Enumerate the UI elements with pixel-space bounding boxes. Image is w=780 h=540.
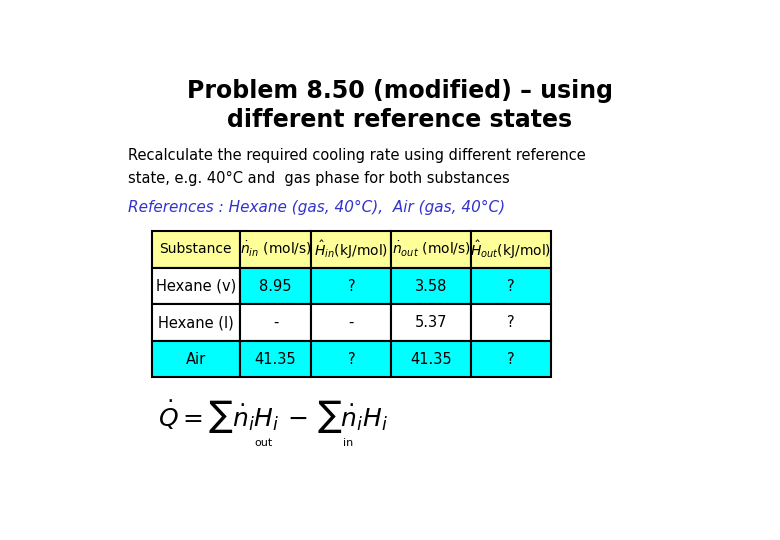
Text: ?: ? (507, 315, 515, 330)
Bar (471, 231, 551, 268)
Text: out: out (254, 438, 273, 448)
Text: Recalculate the required cooling rate using different reference: Recalculate the required cooling rate us… (128, 148, 586, 163)
Bar (239, 341, 311, 377)
Text: different reference states: different reference states (227, 109, 573, 132)
Text: Problem 8.50 (modified) – using: Problem 8.50 (modified) – using (186, 79, 613, 103)
Text: 8.95: 8.95 (259, 279, 292, 294)
Bar (392, 341, 471, 377)
Text: -: - (349, 315, 354, 330)
Text: ?: ? (348, 352, 355, 367)
Text: -: - (273, 315, 278, 330)
Bar (239, 268, 311, 305)
Text: References : Hexane (gas, 40°C),  Air (gas, 40°C): References : Hexane (gas, 40°C), Air (ga… (128, 200, 505, 215)
Text: Hexane (v): Hexane (v) (156, 279, 236, 294)
Bar (152, 305, 239, 341)
Text: Substance: Substance (160, 242, 232, 256)
Text: ?: ? (348, 279, 355, 294)
Bar (152, 231, 239, 268)
Text: $\hat{H}_{out}$(kJ/mol): $\hat{H}_{out}$(kJ/mol) (470, 238, 551, 260)
Text: Hexane (l): Hexane (l) (158, 315, 234, 330)
Bar (239, 305, 311, 341)
Bar (471, 268, 551, 305)
Text: state, e.g. 40°C and  gas phase for both substances: state, e.g. 40°C and gas phase for both … (128, 171, 509, 186)
Bar (392, 305, 471, 341)
Text: $\dot{n}_{out}$ (mol/s): $\dot{n}_{out}$ (mol/s) (392, 240, 470, 259)
Bar (392, 268, 471, 305)
Text: 5.37: 5.37 (415, 315, 448, 330)
Text: ?: ? (507, 352, 515, 367)
Bar (471, 305, 551, 341)
Text: $\hat{H}_{in}$(kJ/mol): $\hat{H}_{in}$(kJ/mol) (314, 238, 388, 260)
Bar (471, 341, 551, 377)
Text: $\dot{Q} = \sum \dot{n}_i H_i\, -\, \sum \dot{n}_i H_i$: $\dot{Q} = \sum \dot{n}_i H_i\, -\, \sum… (158, 397, 388, 435)
Text: ?: ? (507, 279, 515, 294)
Text: 3.58: 3.58 (415, 279, 448, 294)
Text: in: in (343, 438, 353, 448)
Bar (152, 341, 239, 377)
Bar (152, 268, 239, 305)
Bar (311, 268, 392, 305)
Text: $\dot{n}_{in}$ (mol/s): $\dot{n}_{in}$ (mol/s) (239, 240, 311, 259)
Bar (311, 231, 392, 268)
Text: 41.35: 41.35 (410, 352, 452, 367)
Text: 41.35: 41.35 (255, 352, 296, 367)
Bar (392, 231, 471, 268)
Bar (311, 305, 392, 341)
Bar (311, 341, 392, 377)
Bar (239, 231, 311, 268)
Text: Air: Air (186, 352, 206, 367)
